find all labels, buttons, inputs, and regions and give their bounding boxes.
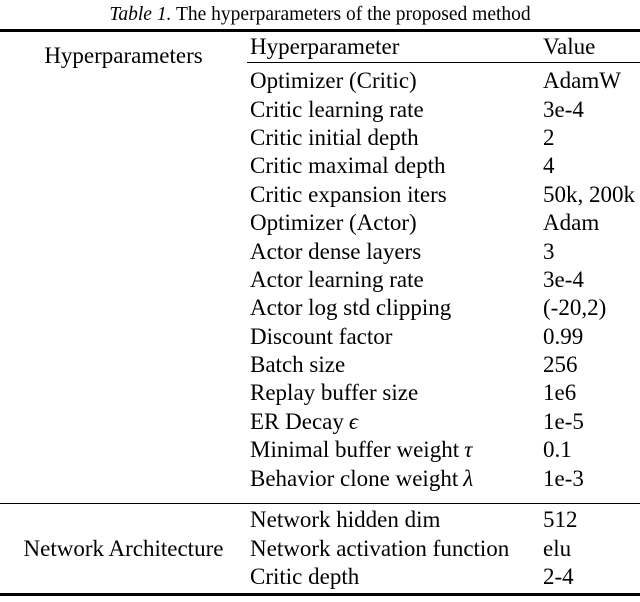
value-cell: 1e-5	[543, 408, 584, 434]
group-label-hyperparameters: Hyperparameters	[44, 43, 203, 68]
math-symbol: λ	[463, 465, 474, 491]
param-cell: Network hidden dim	[250, 507, 441, 533]
top-rule	[0, 29, 640, 32]
value-cell: 2	[543, 124, 555, 150]
table-row: Network activation function elu	[247, 534, 640, 562]
table-row: Critic depth 2-4	[247, 563, 640, 591]
table-row: Batch size 256	[247, 351, 640, 379]
group-label-network-architecture: Network Architecture	[23, 535, 224, 561]
value-cell: AdamW	[543, 68, 621, 94]
param-cell: Behavior clone weight λ	[250, 465, 474, 491]
value-cell: 1e6	[543, 380, 577, 406]
value-cell: elu	[543, 535, 572, 561]
value-cell: 0.99	[543, 323, 584, 349]
value-cell: (-20,2)	[543, 295, 607, 321]
param-cell: Actor log std clipping	[250, 295, 452, 321]
header-hyperparameter: Hyperparameter	[250, 34, 400, 59]
value-cell: 1e-3	[543, 465, 584, 491]
table-row: Replay buffer size 1e6	[247, 379, 640, 407]
table-header-row: Hyperparameter Value	[247, 32, 640, 63]
section-hyperparameters: Hyperparameters Hyperparameter Value Opt…	[0, 32, 640, 503]
table-row: Optimizer (Actor) Adam	[247, 209, 640, 237]
value-cell: 3e-4	[543, 266, 584, 292]
value-cell: 512	[543, 507, 578, 533]
param-cell: ER Decay ϵ	[250, 408, 359, 434]
param-cell: Critic maximal depth	[250, 153, 446, 179]
table-row: Network hidden dim 512	[247, 506, 640, 534]
header-value: Value	[543, 34, 596, 59]
table-rows-group-2: Network hidden dim 512 Network activatio…	[247, 504, 640, 593]
param-cell: Discount factor	[250, 323, 393, 349]
table-caption: Table 1. The hyperparameters of the prop…	[0, 0, 640, 29]
value-cell: Adam	[543, 210, 600, 236]
param-cell: Critic depth	[250, 563, 360, 589]
section-network-architecture: Network Architecture Network hidden dim …	[0, 504, 640, 593]
param-cell: Batch size	[250, 352, 346, 378]
table-row: Critic maximal depth 4	[247, 152, 640, 180]
params-table: Hyperparameter Value Optimizer (Critic) …	[247, 32, 640, 503]
param-cell: Critic initial depth	[250, 124, 419, 150]
table-row: Optimizer (Critic) AdamW	[247, 67, 640, 95]
param-cell: Minimal buffer weight τ	[250, 437, 473, 463]
value-cell: 0.1	[543, 437, 572, 463]
section-divider-rule	[0, 502, 640, 504]
table-row: Behavior clone weight λ 1e-3	[247, 464, 640, 492]
table-row: Critic learning rate 3e-4	[247, 95, 640, 123]
value-cell: 256	[543, 352, 578, 378]
table-caption-label: Table 1.	[109, 4, 172, 25]
table-rows-group-1: Optimizer (Critic) AdamW Critic learning…	[247, 63, 640, 501]
table-row: ER Decay ϵ 1e-5	[247, 408, 640, 436]
table-row: Actor log std clipping (-20,2)	[247, 294, 640, 322]
value-cell: 2-4	[543, 563, 574, 589]
math-symbol: τ	[464, 437, 473, 463]
param-cell: Actor dense layers	[250, 238, 422, 264]
table-row: Actor learning rate 3e-4	[247, 266, 640, 294]
param-cell: Replay buffer size	[250, 380, 419, 406]
param-cell: Critic learning rate	[250, 96, 424, 122]
value-cell: 3e-4	[543, 96, 584, 122]
math-symbol: ϵ	[348, 408, 359, 434]
value-cell: 3	[543, 238, 555, 264]
table-row: Critic initial depth 2	[247, 124, 640, 152]
value-cell: 50k, 200k	[543, 181, 635, 207]
table-row: Critic expansion iters 50k, 200k	[247, 181, 640, 209]
param-cell: Network activation function	[250, 535, 510, 561]
table-row: Minimal buffer weight τ 0.1	[247, 436, 640, 464]
table-caption-text: The hyperparameters of the proposed meth…	[171, 4, 531, 25]
param-cell: Optimizer (Critic)	[250, 68, 417, 94]
value-cell: 4	[543, 153, 555, 179]
table-row: Discount factor 0.99	[247, 323, 640, 351]
param-cell: Critic expansion iters	[250, 181, 447, 207]
table-row: Actor dense layers 3	[247, 237, 640, 265]
param-cell: Optimizer (Actor)	[250, 210, 417, 236]
network-table: Network hidden dim 512 Network activatio…	[247, 504, 640, 593]
bottom-rule	[0, 593, 640, 596]
param-cell: Actor learning rate	[250, 266, 424, 292]
